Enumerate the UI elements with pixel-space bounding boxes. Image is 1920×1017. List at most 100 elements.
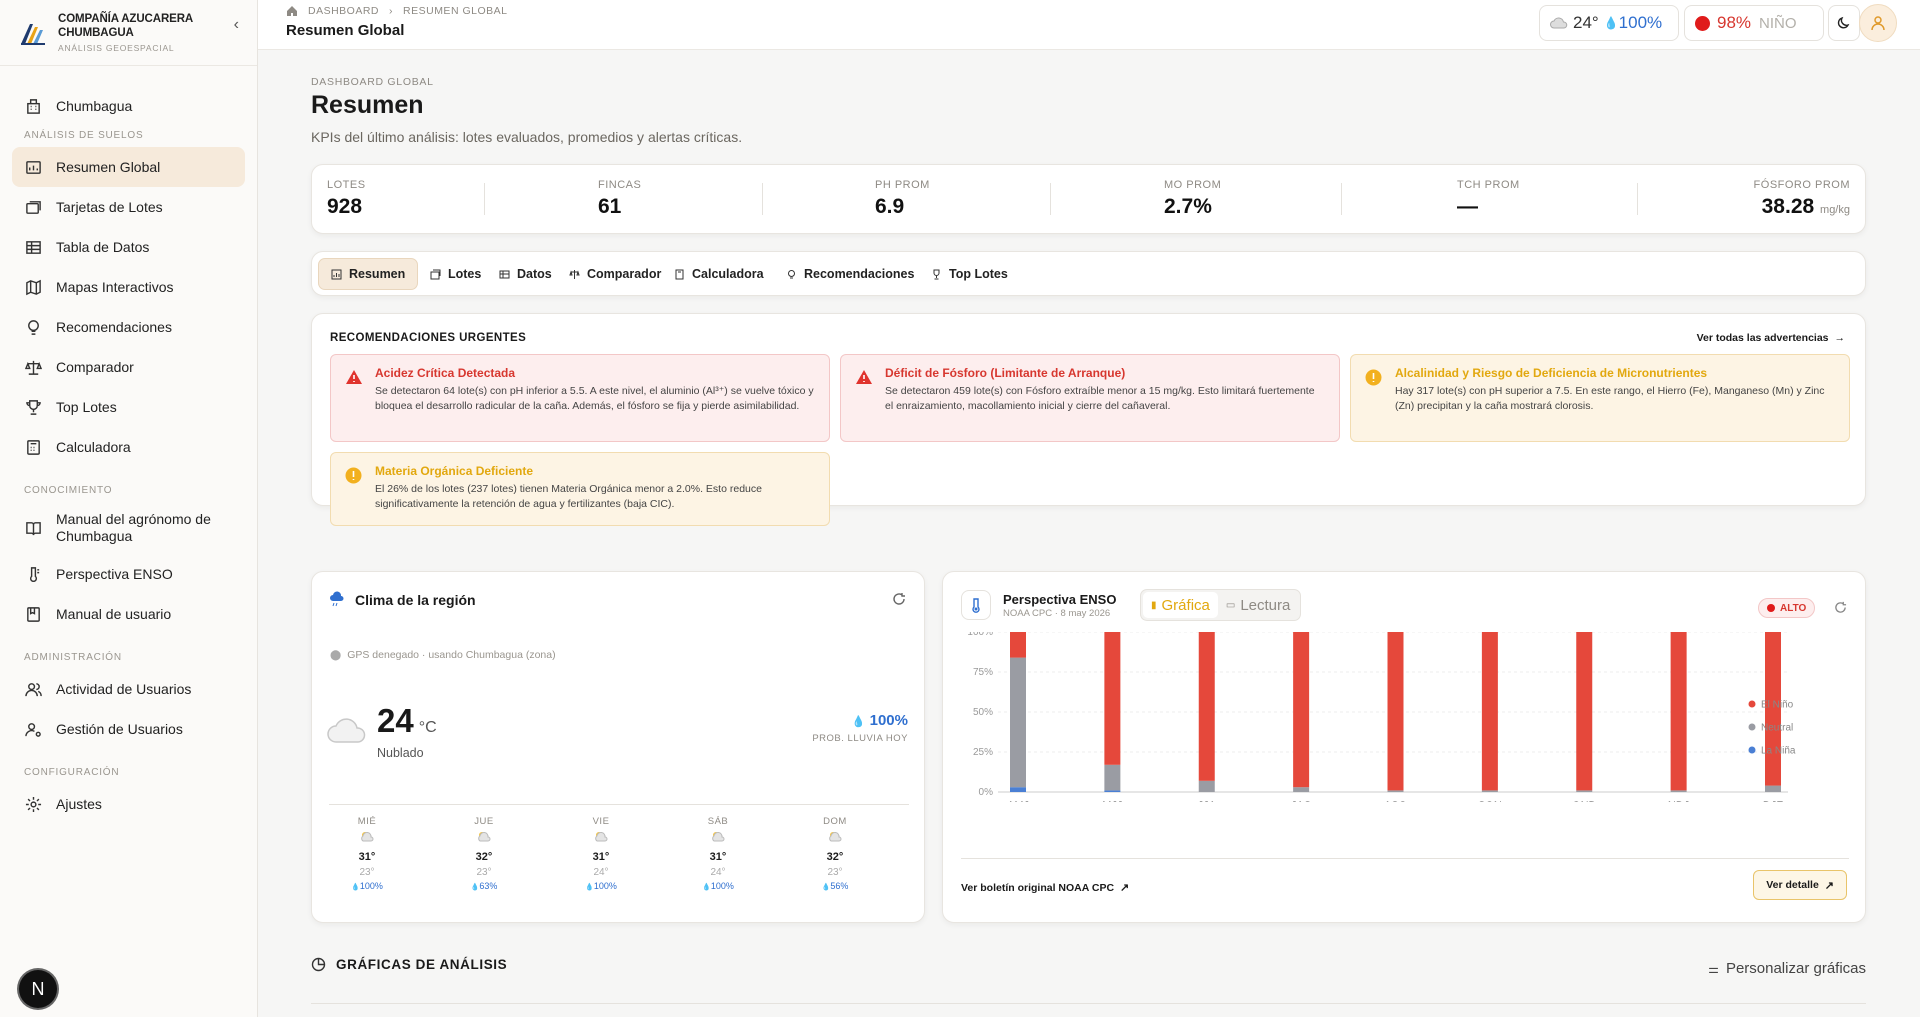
tab-lotes[interactable]: Lotes — [418, 258, 493, 290]
sidebar-item-mapas[interactable]: Mapas Interactivos — [12, 267, 245, 307]
view-detail-button[interactable]: Ver detalle ↗ — [1753, 870, 1847, 900]
tab-grafica[interactable]: ▮ Gráfica — [1143, 592, 1218, 618]
tab-recomendaciones[interactable]: Recomendaciones — [774, 258, 926, 290]
weather-icon — [829, 832, 842, 842]
tab-datos[interactable]: Datos — [487, 258, 564, 290]
sidebar-item-label: Recomendaciones — [56, 318, 172, 335]
forecast-day-label: JUE — [474, 816, 494, 827]
bar-el-nino — [1010, 632, 1026, 658]
forecast-rain: 💧100% — [561, 881, 641, 891]
analysis-header: GRÁFICAS DE ANÁLISIS — [311, 957, 507, 972]
sidebar-item-recomendaciones[interactable]: Recomendaciones — [12, 307, 245, 347]
sidebar-item-ajustes[interactable]: Ajustes — [12, 784, 245, 824]
forecast-rain: 💧100% — [678, 881, 758, 891]
kpi-value: 928 — [327, 195, 363, 218]
forecast-low: 24° — [593, 867, 609, 878]
alert-title: Acidez Crítica Detectada — [375, 366, 516, 380]
bar-el-nino — [1670, 632, 1687, 791]
tab-top-lotes[interactable]: Top Lotes — [919, 258, 1020, 290]
sidebar-item-resumen-global[interactable]: Resumen Global — [12, 147, 245, 187]
sidebar-item-manual-usuario[interactable]: Manual de usuario — [12, 594, 245, 634]
rain-drop-icon: 💧 — [1603, 16, 1619, 30]
rain-value: 100% — [869, 712, 908, 729]
y-tick-label: 75% — [973, 667, 993, 678]
collapse-sidebar-icon[interactable]: ‹ — [233, 16, 239, 33]
bar-neutral — [1198, 780, 1215, 792]
sidebar-item-comparador[interactable]: Comparador — [12, 347, 245, 387]
divider — [961, 858, 1849, 859]
sidebar-item-calculadora[interactable]: Calculadora — [12, 427, 245, 467]
sidebar-item-top-lotes[interactable]: Top Lotes — [12, 387, 245, 427]
alert-materia-organica[interactable]: Materia Orgánica Deficiente El 26% de lo… — [330, 452, 830, 526]
tab-resumen[interactable]: Resumen — [318, 258, 419, 290]
tab-lectura[interactable]: ▭ Lectura — [1218, 592, 1299, 618]
sidebar-item-label: Actividad de Usuarios — [56, 680, 192, 697]
tab-comparador[interactable]: Comparador — [557, 258, 673, 290]
sidebar-item-label: Tarjetas de Lotes — [56, 198, 163, 215]
x-tick-label: DJF — [1763, 800, 1783, 802]
sidebar-item-label: Resumen Global — [56, 158, 161, 175]
y-tick-label: 25% — [973, 747, 993, 758]
kpi-label: TCH PROM — [1457, 179, 1520, 191]
bar-la-nina — [1104, 790, 1121, 792]
kpi-ph: PH PROM 6.9 — [875, 179, 930, 219]
divider — [1637, 183, 1638, 215]
dev-tools-button[interactable]: N — [19, 970, 57, 1008]
tab-label: Calculadora — [692, 267, 764, 281]
legend-dot — [1748, 746, 1756, 754]
sidebar-item-actividad[interactable]: Actividad de Usuarios — [12, 669, 245, 709]
breadcrumb: DASHBOARD › RESUMEN GLOBAL — [286, 5, 507, 17]
customize-charts-button[interactable]: ⚌ Personalizar gráficas — [1708, 960, 1866, 977]
alert-fosforo[interactable]: Déficit de Fósforo (Limitante de Arranqu… — [840, 354, 1340, 442]
legend-label: El Niño — [1761, 700, 1794, 711]
divider — [762, 183, 763, 215]
forecast-day: SÁB 31° 24° 💧100% — [678, 816, 758, 891]
forecast-rain-value: 100% — [359, 881, 383, 891]
tab-label: Lectura — [1240, 596, 1291, 614]
recommendations-card: RECOMENDACIONES URGENTES Ver todas las a… — [311, 313, 1866, 526]
view-all-warnings-link[interactable]: Ver todas las advertencias → — [1697, 332, 1845, 344]
temp-unit: °C — [418, 719, 437, 736]
enso-title: Perspectiva ENSO — [1003, 592, 1117, 607]
divider — [1050, 183, 1051, 215]
gear-icon — [25, 796, 42, 812]
alert-title: Materia Orgánica Deficiente — [375, 464, 534, 478]
tab-label: Top Lotes — [949, 267, 1008, 281]
forecast-rain-value: 100% — [593, 881, 617, 891]
alert-alcalinidad[interactable]: Alcalinidad y Riesgo de Deficiencia de M… — [1350, 354, 1850, 442]
enso-pill[interactable]: 98% NIÑO — [1684, 5, 1824, 41]
rain-drop-icon: 💧 — [851, 716, 866, 728]
noaa-link[interactable]: Ver boletín original NOAA CPC ↗ — [961, 881, 1129, 895]
sidebar-item-perspectiva-enso[interactable]: Perspectiva ENSO — [12, 554, 245, 594]
breadcrumb-item[interactable]: DASHBOARD — [308, 5, 380, 17]
x-tick-label: OND — [1572, 800, 1597, 802]
sidebar-item-gestion[interactable]: Gestión de Usuarios — [12, 709, 245, 749]
tab-calculadora[interactable]: Calculadora — [662, 258, 776, 290]
alert-body: El 26% de los lotes (237 lotes) tienen M… — [375, 483, 762, 510]
bar-neutral — [1576, 790, 1593, 792]
brand-name-line1: COMPAÑÍA AZUCARERA — [58, 13, 194, 25]
divider — [484, 183, 485, 215]
sidebar-item-chumbagua[interactable]: Chumbagua — [12, 86, 245, 126]
home-icon[interactable] — [286, 5, 298, 17]
alert-acidez[interactable]: Acidez Crítica Detectada Se detectaron 6… — [330, 354, 830, 442]
bar-el-nino — [1293, 632, 1310, 788]
kpi-label: FINCAS — [598, 179, 642, 191]
refresh-icon[interactable] — [1834, 601, 1847, 614]
bar-chart-icon: ▮ — [1151, 599, 1157, 611]
button-label: Personalizar gráficas — [1725, 960, 1866, 977]
topbar: DASHBOARD › RESUMEN GLOBAL Resumen Globa… — [258, 0, 1920, 50]
scale-icon — [569, 269, 580, 279]
analysis-title: GRÁFICAS DE ANÁLISIS — [336, 957, 508, 972]
sidebar-item-tarjetas[interactable]: Tarjetas de Lotes — [12, 187, 245, 227]
sidebar-item-manual-agronomo[interactable]: Manual del agrónomo de Chumbagua — [12, 502, 245, 554]
weather-temp: 24° — [1573, 13, 1599, 32]
kpi-value: 38.28 — [1761, 195, 1815, 218]
theme-toggle-button[interactable] — [1828, 5, 1860, 41]
sidebar-item-tabla[interactable]: Tabla de Datos — [12, 227, 245, 267]
current-temp: 24 °C — [377, 702, 437, 740]
avatar[interactable] — [1859, 4, 1897, 42]
weather-pill[interactable]: 24° 💧 100% — [1539, 5, 1679, 41]
cards-icon — [26, 200, 41, 214]
refresh-icon[interactable] — [892, 592, 906, 606]
